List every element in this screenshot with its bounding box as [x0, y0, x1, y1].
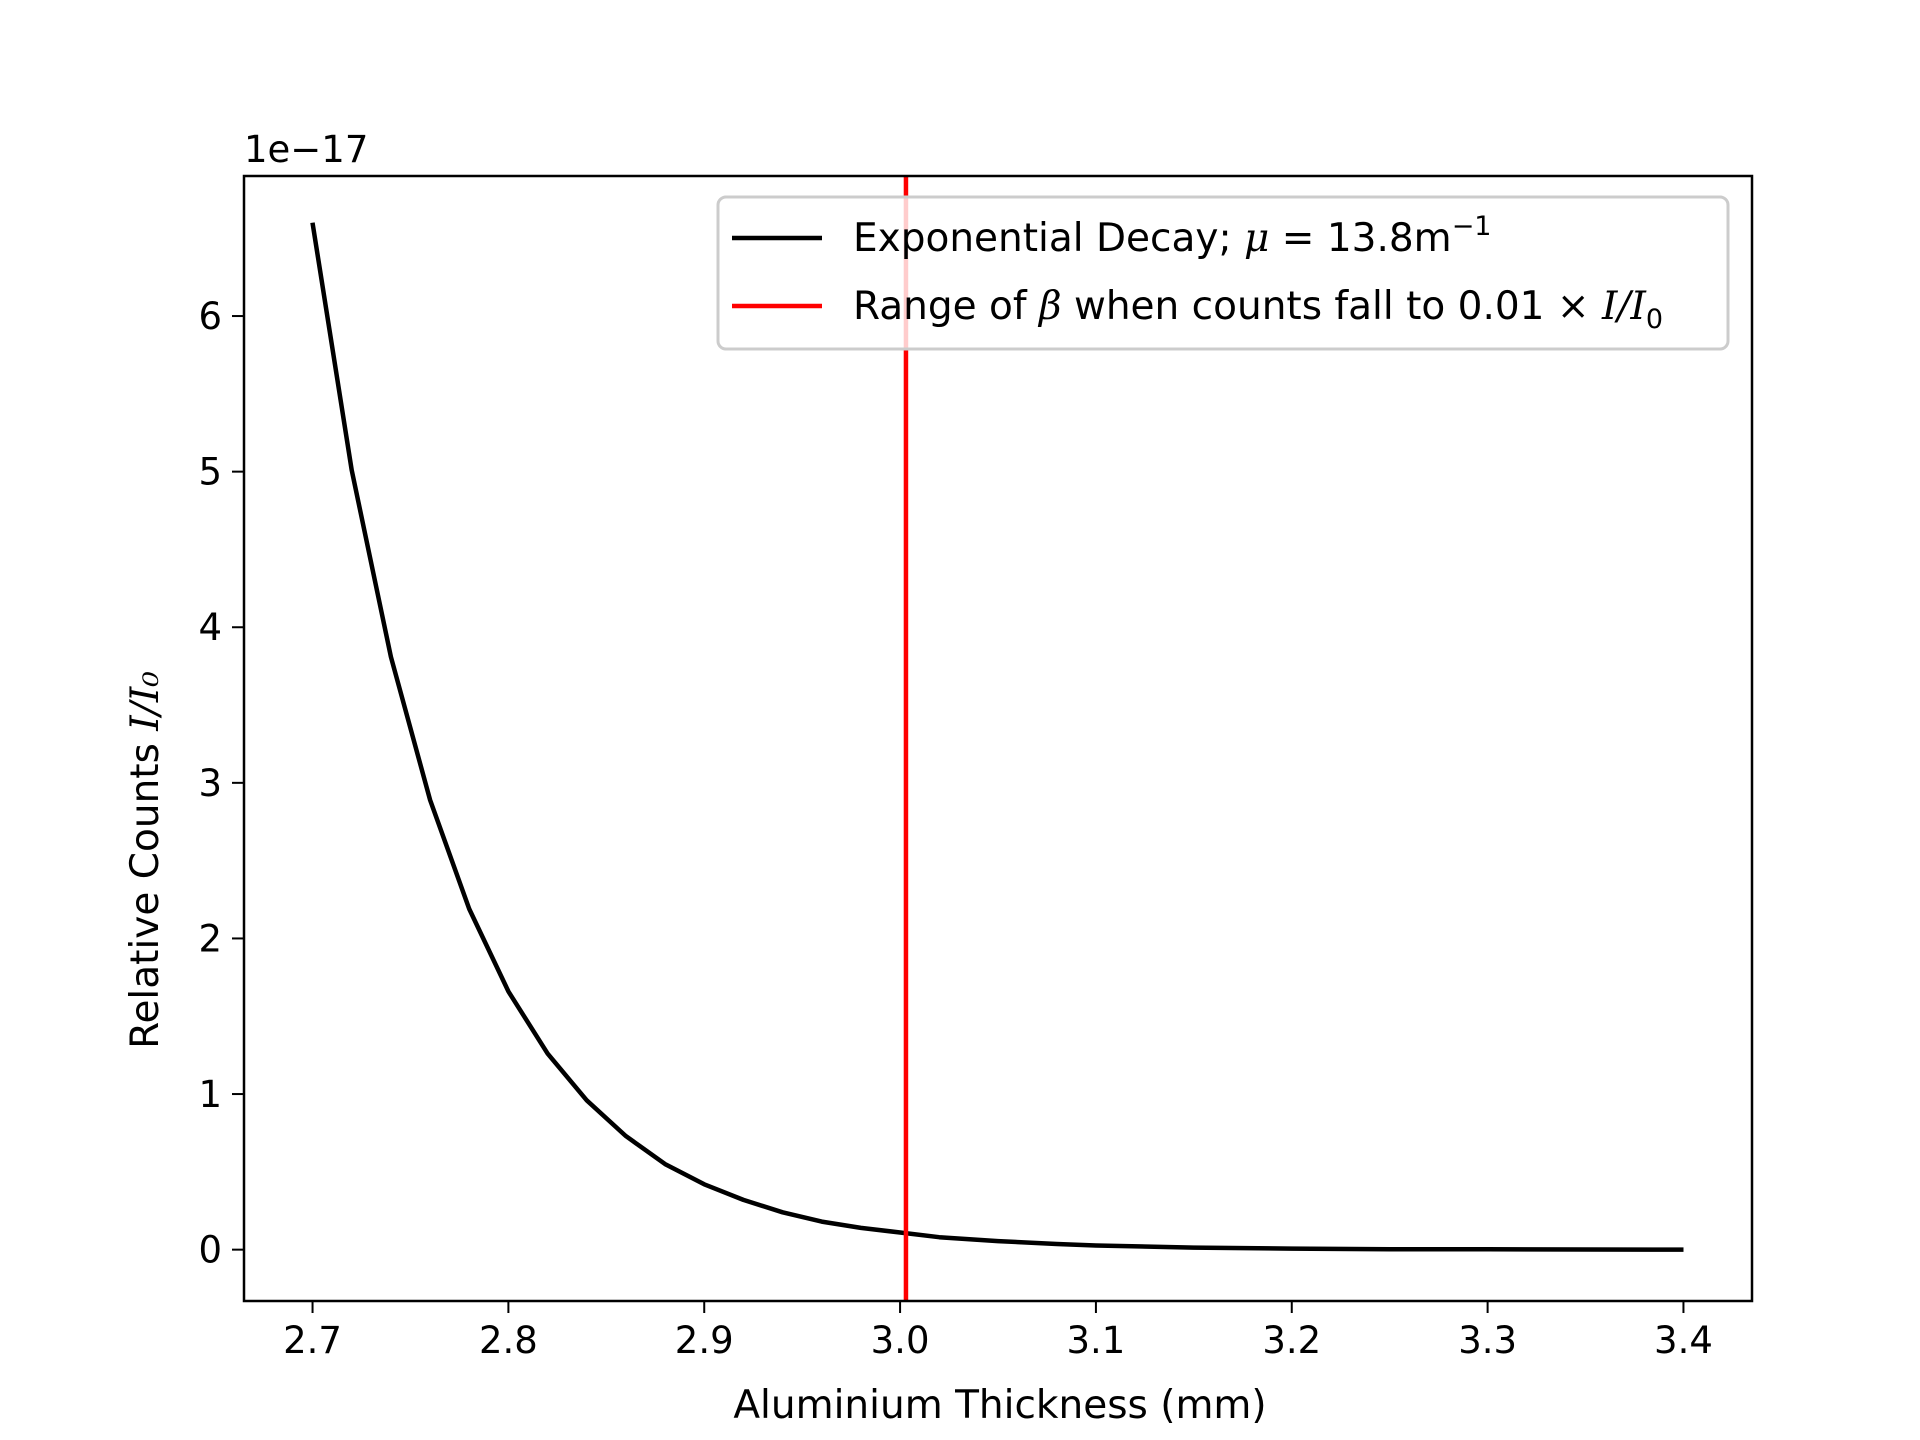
y-tick-label: 3 — [198, 762, 222, 805]
y-tick-label: 4 — [198, 606, 222, 649]
series-line-exponential-decay — [310, 222, 1684, 1252]
x-tick-label: 3.4 — [1654, 1319, 1713, 1362]
y-tick-label: 2 — [198, 917, 222, 960]
y-axis-label: Relative Counts I/I₀ — [123, 671, 168, 1049]
x-tick-label: 3.2 — [1262, 1319, 1321, 1362]
x-tick-label: 3.0 — [871, 1319, 930, 1362]
plot-area — [242, 174, 1754, 1303]
x-tick-label: 2.8 — [479, 1319, 538, 1362]
x-axis-label: Aluminium Thickness (mm) — [733, 1383, 1266, 1428]
y-tick-label: 6 — [198, 295, 222, 338]
legend: Exponential Decay; μ = 13.8m−1 Range of … — [716, 195, 1730, 351]
legend-box — [716, 195, 1730, 351]
y-tick-label: 1 — [198, 1073, 222, 1116]
x-tick-label: 3.3 — [1458, 1319, 1517, 1362]
x-tick-label: 2.7 — [283, 1319, 342, 1362]
y-offset-text: 1e−17 — [244, 128, 368, 171]
y-axis-label-text: Relative Counts — [123, 731, 168, 1049]
x-tick-label: 3.1 — [1067, 1319, 1126, 1362]
x-tick-label: 2.9 — [675, 1319, 734, 1362]
legend-label-decay: Exponential Decay; μ = 13.8m−1 — [853, 211, 1492, 261]
y-tick-label: 5 — [198, 451, 222, 494]
y-axis-label-math: I/I₀ — [123, 671, 168, 732]
x-axis-ticks: 2.7 2.8 2.9 3.0 3.1 3.2 3.3 3.4 — [283, 1301, 1713, 1362]
y-axis-ticks: 0 1 2 3 4 5 6 — [198, 295, 244, 1272]
legend-label-range: Range of β when counts fall to 0.01 × I/… — [853, 284, 1663, 335]
y-tick-label: 0 — [198, 1229, 222, 1272]
axes-border — [242, 174, 1754, 1303]
